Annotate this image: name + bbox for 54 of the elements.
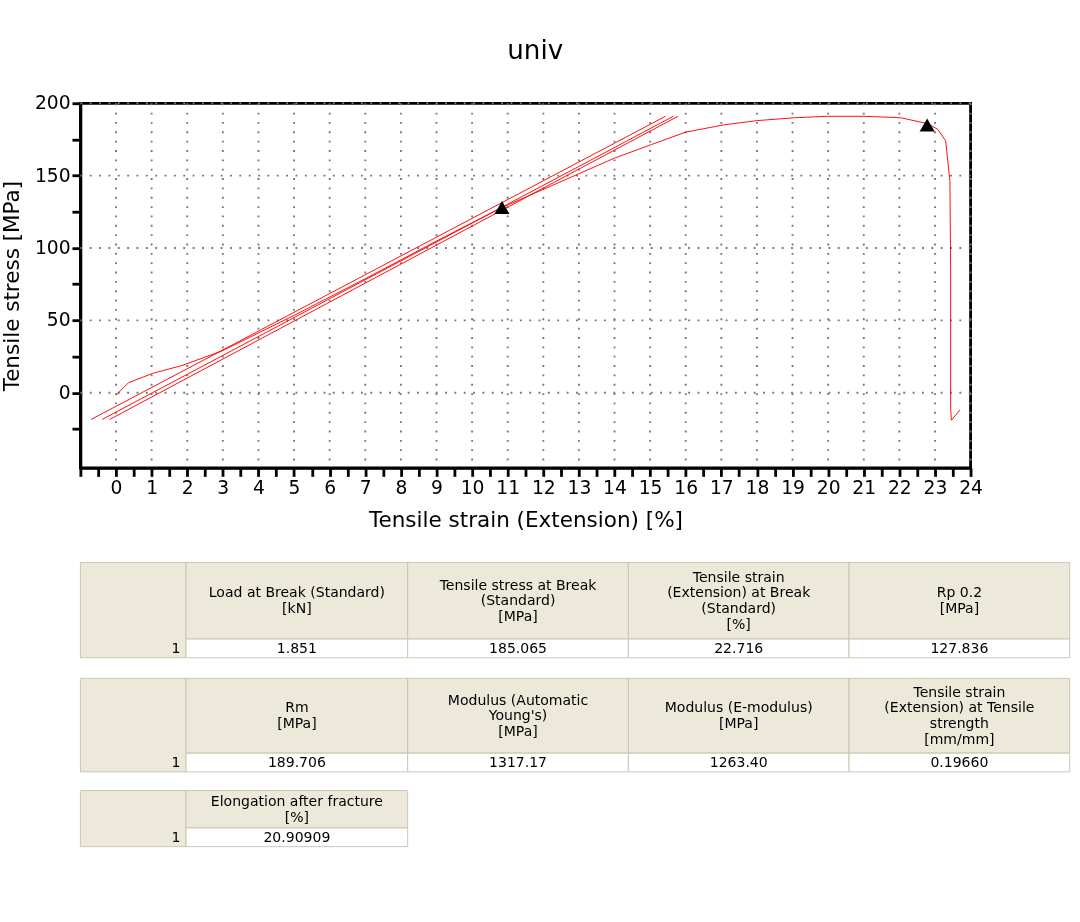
text: 1	[171, 828, 181, 845]
x-tick-label: 1	[146, 476, 159, 498]
text: 1263.40	[709, 754, 768, 771]
text: 22.716	[714, 640, 764, 657]
x-tick-label: 22	[887, 476, 912, 498]
text: Elongation after fracture [%]	[210, 792, 383, 825]
text: 1.851	[276, 640, 317, 657]
text: Load at Break (Standard) [kN]	[208, 584, 385, 617]
x-tick-label: 3	[217, 476, 230, 498]
x-tick-label: 17	[709, 476, 734, 498]
x-tick-label: 15	[638, 476, 663, 498]
x-tick-label: 20	[816, 476, 841, 498]
x-tick-label: 10	[460, 476, 485, 498]
x-tick-label: 2	[181, 476, 194, 498]
text: Rm [MPa]	[277, 699, 317, 732]
x-tick-label: 24	[959, 476, 983, 498]
y-axis-title: Tensile stress [MPa]	[0, 180, 25, 393]
text: 189.706	[267, 754, 326, 771]
x-tick-label: 8	[395, 476, 408, 498]
y-tick-label: 50	[46, 309, 71, 331]
text: Modulus (E-modulus) [MPa]	[664, 699, 813, 732]
y-tick-label: 150	[34, 164, 71, 186]
x-tick-label: 18	[745, 476, 770, 498]
x-tick-label: 19	[781, 476, 805, 498]
text: Tensile strain (Extension) at Break (Standard) [%]	[667, 568, 812, 633]
text: Tensile stress at Break (Standard) [MPa]	[438, 576, 598, 625]
text: Modulus (Automatic Young's) [MPa]	[447, 691, 589, 740]
x-tick-label: 4	[252, 476, 265, 498]
x-tick-label: 23	[923, 476, 948, 498]
x-tick-label: 11	[496, 476, 521, 498]
x-tick-label: 6	[324, 476, 337, 498]
text: 127.836	[930, 640, 989, 657]
x-tick-label: 5	[288, 476, 301, 498]
x-tick-label: 7	[359, 476, 372, 498]
x-tick-label: 14	[603, 476, 627, 498]
text: Tensile strain (Extension) at Tensile strength [mm/mm]	[884, 683, 1035, 748]
text: 1317.17	[489, 754, 548, 771]
x-tick-label: 12	[531, 476, 556, 498]
text: 1	[171, 754, 181, 771]
text: 0.19660	[930, 754, 989, 771]
text: Rp 0.2 [MPa]	[936, 584, 983, 617]
text: 1	[171, 640, 181, 657]
text: 185.065	[489, 640, 548, 657]
x-tick-label: 16	[674, 476, 699, 498]
y-tick-label: 0	[58, 381, 71, 403]
x-tick-label: 9	[431, 476, 443, 498]
y-tick-label: 200	[34, 92, 71, 114]
x-axis-title: Tensile strain (Extension) [%]	[367, 507, 683, 533]
text: 20.90909	[263, 828, 331, 845]
y-tick-label: 100	[34, 237, 71, 259]
chart-title: univ	[507, 34, 564, 65]
x-tick-label: 21	[852, 476, 877, 498]
x-tick-label: 13	[567, 476, 592, 498]
x-tick-label: 0	[110, 476, 123, 498]
